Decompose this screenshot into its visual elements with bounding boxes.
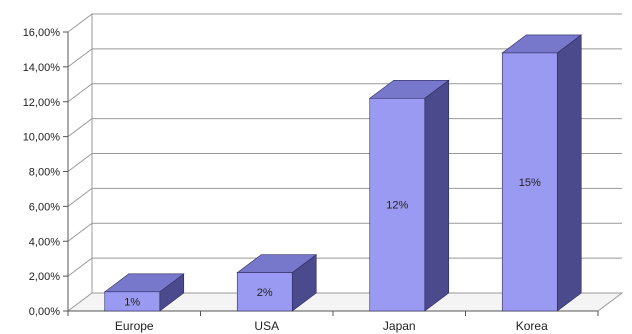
bar-side-face xyxy=(424,79,450,312)
gridline xyxy=(67,13,622,33)
bar-korea xyxy=(501,34,583,312)
y-tick-label: 10,00% xyxy=(23,132,61,144)
y-tick-label: 2,00% xyxy=(29,271,60,283)
category-label: Europe xyxy=(115,319,154,333)
y-tick-label: 0,00% xyxy=(29,306,60,318)
data-label: 12% xyxy=(386,200,408,212)
y-tick-label: 8,00% xyxy=(29,167,60,179)
bar-europe xyxy=(103,273,185,312)
bar-usa xyxy=(236,254,318,312)
bar-front-face xyxy=(501,52,558,312)
data-label: 2% xyxy=(257,287,273,299)
bars-layer xyxy=(103,34,583,312)
labels-layer: 0,00% 2,00% 4,00% 6,00% 8,00% 10,00% 12,00% 14,… xyxy=(23,27,548,333)
data-label: 1% xyxy=(124,296,140,308)
bar-side-face xyxy=(556,34,582,312)
y-tick-label: 4,00% xyxy=(29,236,60,248)
category-label: Korea xyxy=(516,319,548,333)
bar-front-face xyxy=(236,272,293,312)
gridline xyxy=(67,48,622,68)
category-label: USA xyxy=(254,319,279,333)
bar-japan xyxy=(368,79,450,312)
bar-front-face xyxy=(104,291,161,312)
y-tick-label: 16,00% xyxy=(23,27,61,39)
y-tick-label: 12,00% xyxy=(23,97,61,109)
category-label: Japan xyxy=(383,319,416,333)
y-tick-label: 6,00% xyxy=(29,201,60,213)
y-tick-label: 14,00% xyxy=(23,62,61,74)
bar-front-face xyxy=(369,97,426,312)
data-label: 15% xyxy=(519,177,541,189)
